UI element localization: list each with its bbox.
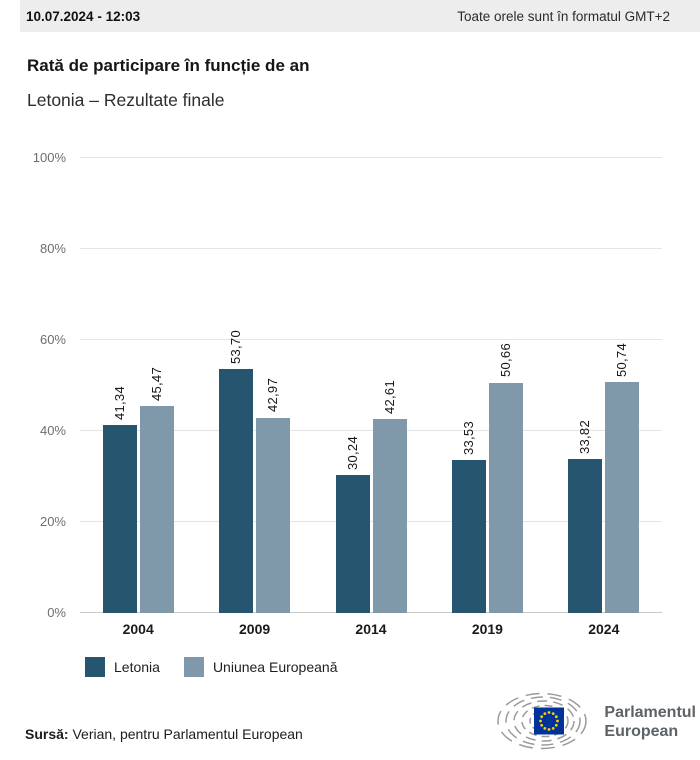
gridline-20 <box>80 521 662 522</box>
bar-value-label: 33,53 <box>460 421 476 456</box>
bar-value-label: 50,66 <box>497 343 513 378</box>
bar-value-label: 41,34 <box>111 385 127 420</box>
bar-2004-ue[interactable] <box>139 406 174 613</box>
bar-value-label: 45,47 <box>148 367 164 402</box>
european-parliament-logo[interactable]: Parlamentul European <box>492 692 696 752</box>
source-text: Verian, pentru Parlamentul European <box>68 726 303 742</box>
bar-2009-letonia[interactable] <box>219 368 254 613</box>
bar-value-label: 42,97 <box>265 378 281 413</box>
y-axis-label: 60% <box>39 332 66 347</box>
bar-chart-plot-area: 0% 20% 40% 60% 80% 100% 41,34 45,47 2004 53,70 42,… <box>33 150 662 637</box>
x-axis-label-2019: 2019 <box>471 621 503 637</box>
bar-value-label: 42,61 <box>381 380 397 415</box>
y-axis-label: 80% <box>39 241 66 256</box>
bar-2009-ue[interactable] <box>256 417 291 613</box>
logo-line2: European <box>604 723 679 740</box>
logo-wordmark: Parlamentul European <box>604 703 696 741</box>
y-axis-label: 40% <box>39 423 66 438</box>
y-axis-label: 100% <box>32 150 66 165</box>
legend-item-uniunea-europeana[interactable]: Uniunea Europeană <box>183 657 338 677</box>
legend-item-letonia[interactable]: Letonia <box>85 657 160 677</box>
page-subtitle: Letonia – Rezultate finale <box>27 90 225 110</box>
x-axis-label-2009: 2009 <box>239 621 271 637</box>
bar-2014-ue[interactable] <box>372 419 407 613</box>
gridline-100 <box>80 157 662 158</box>
y-axis-label: 0% <box>47 605 66 620</box>
x-axis-label-2024: 2024 <box>588 621 620 637</box>
bar-2019-letonia[interactable] <box>451 460 486 613</box>
logo-line1: Parlamentul <box>604 704 696 721</box>
bar-value-label: 30,24 <box>344 436 360 471</box>
gridline-60 <box>80 339 662 340</box>
eu-flag-stars <box>539 711 560 731</box>
x-axis-label-2014: 2014 <box>355 621 387 637</box>
legend-label: Letonia <box>114 659 160 675</box>
bar-2019-ue[interactable] <box>488 382 523 613</box>
bar-2024-letonia[interactable] <box>568 459 603 613</box>
bar-value-label: 50,74 <box>614 343 630 378</box>
bar-value-label: 53,70 <box>228 329 244 364</box>
gridline-0 <box>80 612 662 613</box>
legend-label: Uniunea Europeană <box>212 659 338 675</box>
gridline-80 <box>80 248 662 249</box>
bar-2024-ue[interactable] <box>605 382 640 613</box>
timezone-note: Toate orele sunt în formatul GMT+2 <box>457 8 670 24</box>
bar-2014-letonia[interactable] <box>335 475 370 613</box>
bar-2004-letonia[interactable] <box>102 424 137 613</box>
header-bar: 10.07.2024 - 12:03 Toate orele sunt în f… <box>20 0 700 32</box>
timestamp: 10.07.2024 - 12:03 <box>26 8 141 24</box>
gridline-40 <box>80 430 662 431</box>
legend-swatch <box>183 657 204 677</box>
x-axis-label-2004: 2004 <box>122 621 154 637</box>
source-label: Sursă: <box>25 726 69 742</box>
source-note: Sursă: Verian, pentru Parlamentul Europe… <box>25 726 303 742</box>
legend-swatch <box>85 657 105 677</box>
hemicycle-flag-icon <box>497 692 588 750</box>
bar-value-label: 33,82 <box>577 420 593 455</box>
chart-legend: Letonia Uniunea Europeană <box>85 657 337 677</box>
page-title: Rată de participare în funcție de an <box>27 56 310 75</box>
y-axis-label: 20% <box>39 514 66 529</box>
